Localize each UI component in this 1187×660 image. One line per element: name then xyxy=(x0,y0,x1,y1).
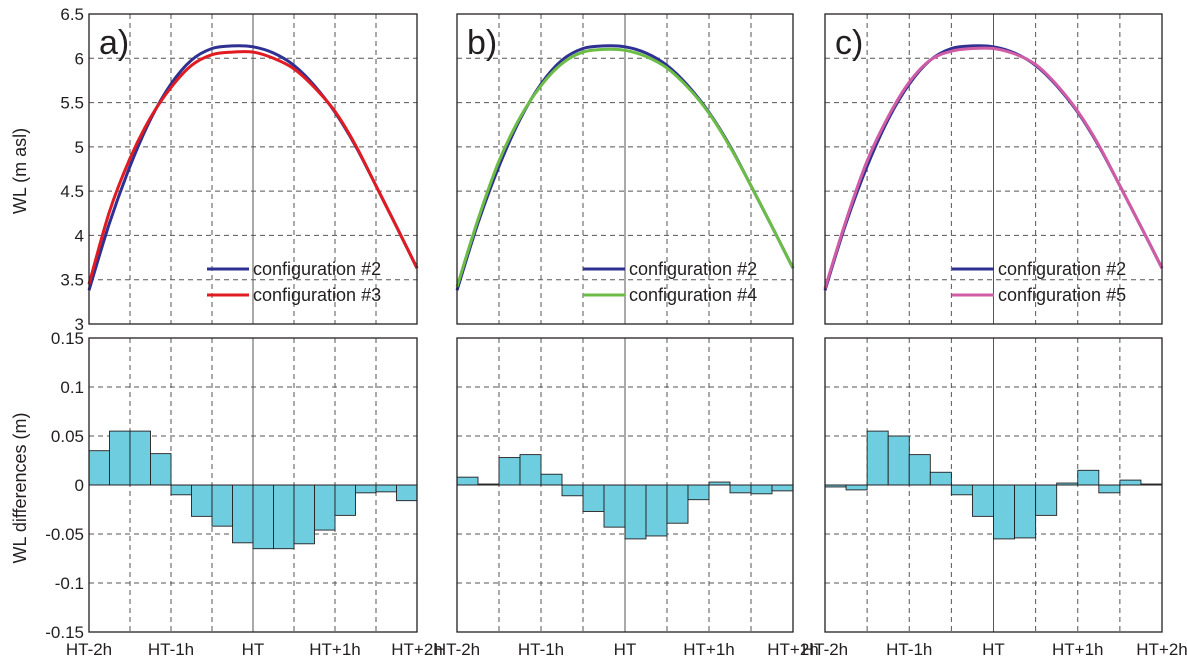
difference-bar xyxy=(908,454,931,486)
difference-bar xyxy=(88,450,110,486)
bottom-y-tick-label: -0.05 xyxy=(45,525,84,544)
bottom-y-tick-label: -0.1 xyxy=(55,574,84,593)
top-y-tick-label: 6 xyxy=(75,49,84,68)
bottom-y-tick-label: -0.15 xyxy=(45,623,84,642)
difference-bar xyxy=(293,484,315,545)
x-tick-label: HT+2h xyxy=(1136,640,1187,659)
x-tick-label: HT-1h xyxy=(518,640,564,659)
bottom-plot-frame xyxy=(88,337,418,633)
panel-label: b) xyxy=(467,24,497,62)
top-plot-frame xyxy=(824,13,1163,325)
difference-bar xyxy=(355,484,377,494)
x-tick-label: HT-2h xyxy=(802,640,848,659)
difference-bar xyxy=(1098,484,1121,494)
difference-bar xyxy=(519,454,542,486)
difference-bar xyxy=(1119,479,1142,486)
x-tick-label: HT xyxy=(982,640,1005,659)
difference-bar xyxy=(603,484,626,528)
difference-bar xyxy=(232,484,254,544)
top-y-tick-label: 3 xyxy=(75,315,84,334)
difference-bar xyxy=(540,473,563,486)
panel-a: a) configuration #2 configuration #3 HT-2h H… xyxy=(66,13,443,659)
x-tick-label: HT-2h xyxy=(434,640,480,659)
difference-bar xyxy=(950,484,973,496)
difference-bar xyxy=(971,484,994,517)
series-line-configuration-5 xyxy=(823,46,1164,290)
x-tick-label: HT+1h xyxy=(1052,640,1104,659)
top-plot-frame xyxy=(456,13,794,325)
legend-label-reference: configuration #2 xyxy=(253,259,381,279)
top-y-tick-label: 3.5 xyxy=(60,271,84,290)
difference-bar xyxy=(375,484,397,493)
panel-label: c) xyxy=(835,24,863,62)
top-y-tick-label: 5 xyxy=(75,138,84,157)
difference-bar xyxy=(314,484,336,531)
bottom-plot-frame xyxy=(456,337,794,633)
difference-bar xyxy=(191,484,213,517)
difference-bar xyxy=(645,484,668,537)
difference-bar xyxy=(561,484,584,497)
difference-bar xyxy=(1077,469,1100,486)
legend-label: configuration #4 xyxy=(629,285,757,305)
difference-bar xyxy=(456,476,479,486)
x-tick-label: HT+1h xyxy=(683,640,735,659)
difference-bar xyxy=(729,484,752,494)
bottom-y-tick-label: 0.1 xyxy=(60,378,84,397)
x-tick-label: HT xyxy=(614,640,637,659)
difference-bar xyxy=(273,484,295,550)
top-y-tick-label: 4.5 xyxy=(60,182,84,201)
difference-bar xyxy=(845,484,868,491)
bottom-plot-frame xyxy=(824,337,1163,633)
difference-bar xyxy=(334,484,356,516)
top-y-axis-label: WL (m asl) xyxy=(10,128,30,214)
bottom-y-axis-label: WL differences (m) xyxy=(10,412,30,563)
difference-bar xyxy=(211,484,233,527)
x-tick-label: HT+1h xyxy=(309,640,361,659)
difference-bar xyxy=(396,484,418,502)
x-tick-label: HT+2h xyxy=(767,640,819,659)
difference-bar xyxy=(150,453,172,486)
panel-label: a) xyxy=(99,24,129,62)
panel-c: c) configuration #2 configuration #5 HT-2h H… xyxy=(802,13,1187,659)
difference-bar xyxy=(1035,484,1058,516)
x-tick-label: HT-2h xyxy=(66,640,112,659)
difference-bar xyxy=(582,484,605,512)
bottom-y-tick-label: 0 xyxy=(75,476,84,495)
difference-bar xyxy=(252,484,274,550)
legend-label-reference: configuration #2 xyxy=(998,259,1126,279)
difference-bar xyxy=(866,430,889,486)
bottom-y-tick-label: 0.15 xyxy=(51,329,84,348)
difference-bar xyxy=(750,484,773,495)
difference-bar xyxy=(771,484,794,492)
difference-bar xyxy=(929,471,952,486)
difference-bar xyxy=(666,484,689,524)
difference-bar xyxy=(887,435,910,486)
x-tick-label: HT xyxy=(242,640,265,659)
difference-bar xyxy=(687,484,710,501)
x-tick-label: HT-1h xyxy=(148,640,194,659)
panel-b: b) configuration #2 configuration #4 HT-2h H… xyxy=(434,13,819,659)
difference-bar xyxy=(993,484,1016,540)
series-line-configuration-3 xyxy=(87,50,419,285)
top-y-tick-label: 4 xyxy=(75,226,84,245)
difference-bar xyxy=(109,430,131,486)
x-tick-label: HT-1h xyxy=(886,640,932,659)
difference-bar xyxy=(129,430,151,486)
difference-bar xyxy=(624,484,647,540)
legend-label: configuration #5 xyxy=(998,285,1126,305)
legend-label: configuration #3 xyxy=(253,285,381,305)
difference-bar xyxy=(1014,484,1037,539)
top-y-tick-label: 6.5 xyxy=(60,5,84,24)
top-y-tick-label: 5.5 xyxy=(60,94,84,113)
difference-bar xyxy=(170,484,192,496)
difference-bar xyxy=(498,457,521,486)
x-tick-label: HT+2h xyxy=(391,640,443,659)
series-line-configuration-4 xyxy=(455,47,795,288)
top-plot-frame xyxy=(88,13,418,325)
legend-label-reference: configuration #2 xyxy=(629,259,757,279)
bottom-y-tick-label: 0.05 xyxy=(51,427,84,446)
